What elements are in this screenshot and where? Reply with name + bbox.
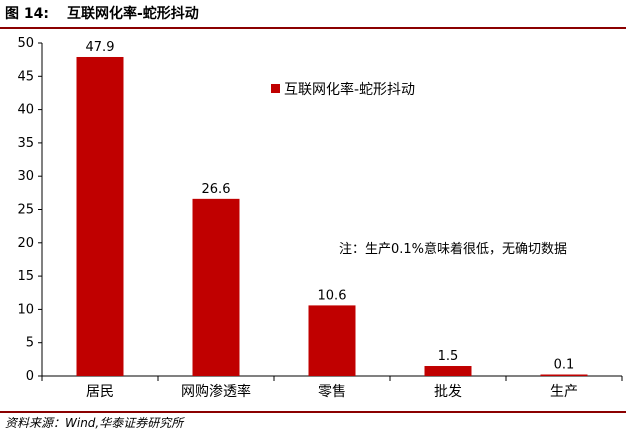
bar-居民	[76, 56, 124, 377]
legend-label: 互联网化率-蛇形抖动	[284, 81, 415, 98]
x-tick-label: 批发	[434, 384, 462, 400]
top-rule	[0, 27, 626, 29]
data-label: 0.1	[554, 358, 575, 373]
bar-生产	[540, 374, 588, 376]
x-tick-label: 生产	[550, 384, 578, 400]
bar-网购渗透率	[192, 198, 240, 376]
y-tick-label: 25	[17, 203, 34, 218]
y-tick-label: 15	[17, 269, 34, 284]
legend-swatch	[271, 84, 280, 93]
y-tick-label: 50	[17, 36, 34, 51]
bar-批发	[424, 366, 472, 376]
figure-number: 图 14:	[5, 6, 49, 22]
y-tick-label: 45	[17, 69, 34, 84]
figure-title: 互联网化率-蛇形抖动	[66, 6, 199, 22]
data-label: 1.5	[438, 349, 459, 364]
source-note: 资料来源：Wind,华泰证券研究所	[5, 416, 184, 430]
y-tick-label: 0	[26, 369, 34, 384]
y-tick-label: 30	[17, 169, 34, 184]
chart-legend: 互联网化率-蛇形抖动	[271, 81, 415, 98]
chart-labels: 47.9 居民 26.6 网购渗透率 10.6 零售 1.5 批发 0.1 生产	[86, 40, 578, 400]
bottom-rule	[0, 411, 626, 413]
y-tick-label: 35	[17, 136, 34, 151]
bar-零售	[308, 305, 356, 376]
data-label: 10.6	[318, 288, 347, 303]
y-tick-label: 40	[17, 103, 34, 118]
figure-title-bar: 图 14: 互联网化率-蛇形抖动	[5, 2, 199, 26]
data-label: 47.9	[86, 40, 115, 55]
data-label: 26.6	[202, 182, 231, 197]
x-tick-label: 零售	[318, 384, 346, 400]
chart-note: 注：生产0.1%意味着很低，无确切数据	[339, 241, 567, 257]
y-tick-label: 5	[26, 336, 34, 351]
y-tick-label: 10	[17, 302, 34, 317]
x-tick-label: 居民	[86, 384, 114, 400]
chart-bars	[76, 56, 588, 377]
x-tick-label: 网购渗透率	[181, 383, 251, 400]
y-tick-label: 20	[17, 236, 34, 251]
